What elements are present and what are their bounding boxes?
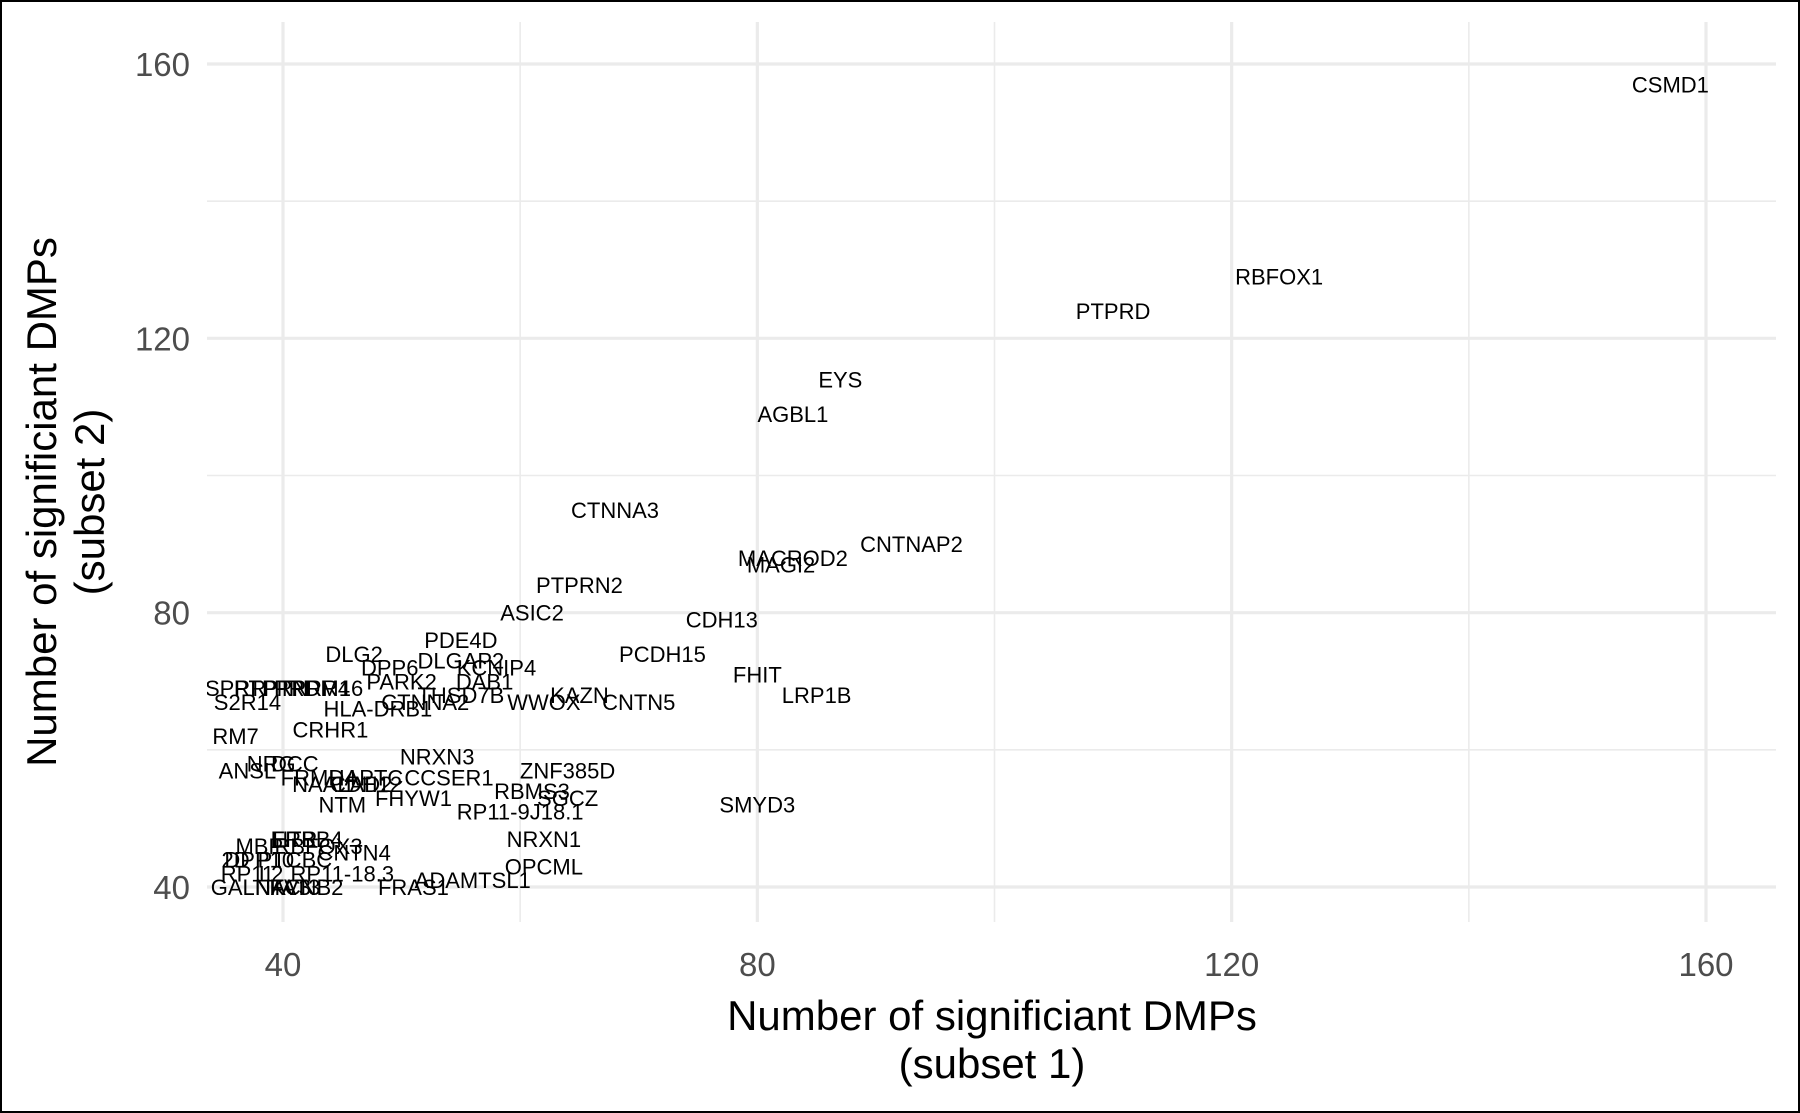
point-label-ntm: NTM — [318, 793, 366, 818]
point-label-macrod2: MACROD2 — [738, 546, 848, 571]
point-label-haptc: HAPTC — [329, 765, 404, 790]
point-label-ctnna3: CTNNA3 — [571, 498, 659, 523]
point-label-kcnb2: KCNB2 — [270, 875, 343, 900]
point-label-hla-drb1: HLA-DRB1 — [323, 697, 432, 722]
point-label-csmd1: CSMD1 — [1632, 73, 1709, 98]
x-axis-title-line1: Number of significiant DMPs — [727, 992, 1257, 1039]
y-tick-label: 80 — [153, 595, 190, 632]
point-label-rbfox3: RBFOX3 — [275, 834, 363, 859]
point-label-ansl: ANSL — [219, 758, 276, 783]
point-label-2d: 2D — [222, 848, 250, 873]
point-label-fras1: FRAS1 — [378, 875, 449, 900]
point-label-park2: PARK2 — [366, 669, 437, 694]
y-axis-title-line2: (subset 2) — [66, 409, 113, 596]
y-tick-label: 160 — [135, 46, 190, 83]
point-label-nav3: NAV3 — [255, 875, 311, 900]
point-label-rp11-9j18-1: RP11-9J18.1 — [457, 800, 584, 825]
tick-labels: 40 80 120 160 40 80 120 160 — [135, 46, 1734, 983]
y-axis-title-line1: Number of significiant DMPs — [18, 237, 65, 767]
point-label-l2: L2 — [259, 861, 283, 886]
point-label-mbp: MBP — [235, 834, 283, 859]
point-label-rbfox1: RBFOX1 — [1235, 265, 1323, 290]
point-label-cntn5: CNTN5 — [602, 690, 675, 715]
point-label-kcnip4: KCNIP4 — [457, 656, 536, 681]
point-label-opcml: OPCML — [505, 854, 583, 879]
point-label-sgcz: SGCZ — [537, 786, 598, 811]
point-label-nrxn1: NRXN1 — [507, 827, 582, 852]
point-label-cdh12: CDH12 — [330, 772, 402, 797]
point-label-frmd4: FRMD4 — [281, 765, 357, 790]
x-tick-label: 120 — [1204, 946, 1259, 983]
point-label-prdm16: PRDM16 — [274, 676, 363, 701]
point-label-ptprr4: PTPRR4 — [263, 676, 350, 701]
y-tick-label: 120 — [135, 320, 190, 357]
point-label-adamtsl1: ADAMTSL1 — [415, 868, 531, 893]
point-label-lrp1b: LRP1B — [782, 683, 852, 708]
x-tick-label: 40 — [265, 946, 302, 983]
point-label-dpp6: DPP6 — [361, 656, 418, 681]
point-label-rbms3: RBMS3 — [494, 779, 570, 804]
point-label-nrxn3: NRXN3 — [400, 745, 475, 770]
point-label-asic2: ASIC2 — [500, 601, 564, 626]
point-label-smyd3: SMYD3 — [719, 793, 795, 818]
point-label-fhyw1: FHYW1 — [375, 786, 452, 811]
point-label-ptprn2: PTPRN2 — [536, 573, 623, 598]
point-label-crhr1: CRHR1 — [293, 717, 369, 742]
point-label-dlg2: DLG2 — [325, 642, 382, 667]
point-label-s2r14: S2R14 — [214, 690, 281, 715]
x-tick-label: 160 — [1678, 946, 1733, 983]
point-label-dpp10: DPP10 — [224, 848, 294, 873]
gridlines — [207, 22, 1776, 922]
point-label-pde4d: PDE4D — [424, 628, 497, 653]
point-label-znf385d: ZNF385D — [520, 758, 615, 783]
y-tick-label: 40 — [153, 869, 190, 906]
point-label-cntnap2: CNTNAP2 — [860, 532, 963, 557]
point-label-nrg: NRG — [247, 752, 296, 777]
point-label-dlgap2: DLGAP2 — [417, 649, 504, 674]
point-label-agbl1: AGBL1 — [757, 402, 828, 427]
point-label-ctnna2: CTNNA2 — [381, 690, 469, 715]
point-label-ptprd: PTPRD — [1076, 299, 1151, 324]
point-label-kazn: KAZN — [550, 683, 609, 708]
point-label-rp11: RP11 — [221, 861, 274, 886]
point-label-pcdh15: PCDH15 — [619, 642, 706, 667]
point-label-fhit: FHIT — [733, 662, 782, 687]
point-label-rp11-18-3: RP11-18.3 — [291, 861, 395, 886]
point-label-cdh13: CDH13 — [686, 608, 758, 633]
point-label-cntn4: CNTN4 — [317, 841, 390, 866]
point-label-erbb4: ERBB4 — [271, 827, 343, 852]
point-label-ptcbc: PTCBC — [258, 848, 333, 873]
x-tick-label: 80 — [739, 946, 776, 983]
point-label-ccser1: CCSER1 — [404, 765, 493, 790]
point-label-htr: HTR — [272, 827, 317, 852]
point-label-rm7: RM7 — [212, 724, 258, 749]
point-label-magi2: MAGI2 — [747, 553, 815, 578]
point-label-fat3: FAT3 — [269, 875, 320, 900]
x-axis-title-line2: (subset 1) — [899, 1040, 1086, 1087]
point-label-thsd7b: THSD7B — [417, 683, 504, 708]
point-label-sprr: SPRR — [205, 676, 266, 701]
point-label-ptprn: PTPRN — [234, 676, 309, 701]
point-labels: CSMD1 RBFOX1 PTPRD EYS AGBL1 CTNNA3 CNTNAP2 MAC… — [205, 73, 1709, 900]
point-label-dcc: DCC — [271, 752, 319, 777]
point-label-dab1: DAB1 — [456, 669, 513, 694]
point-label-eys: EYS — [818, 367, 862, 392]
point-label-naalad2: NAALAD2 — [292, 772, 392, 797]
point-label-galnt: GALNT — [211, 875, 284, 900]
point-label-wwox: WWOX — [507, 690, 581, 715]
